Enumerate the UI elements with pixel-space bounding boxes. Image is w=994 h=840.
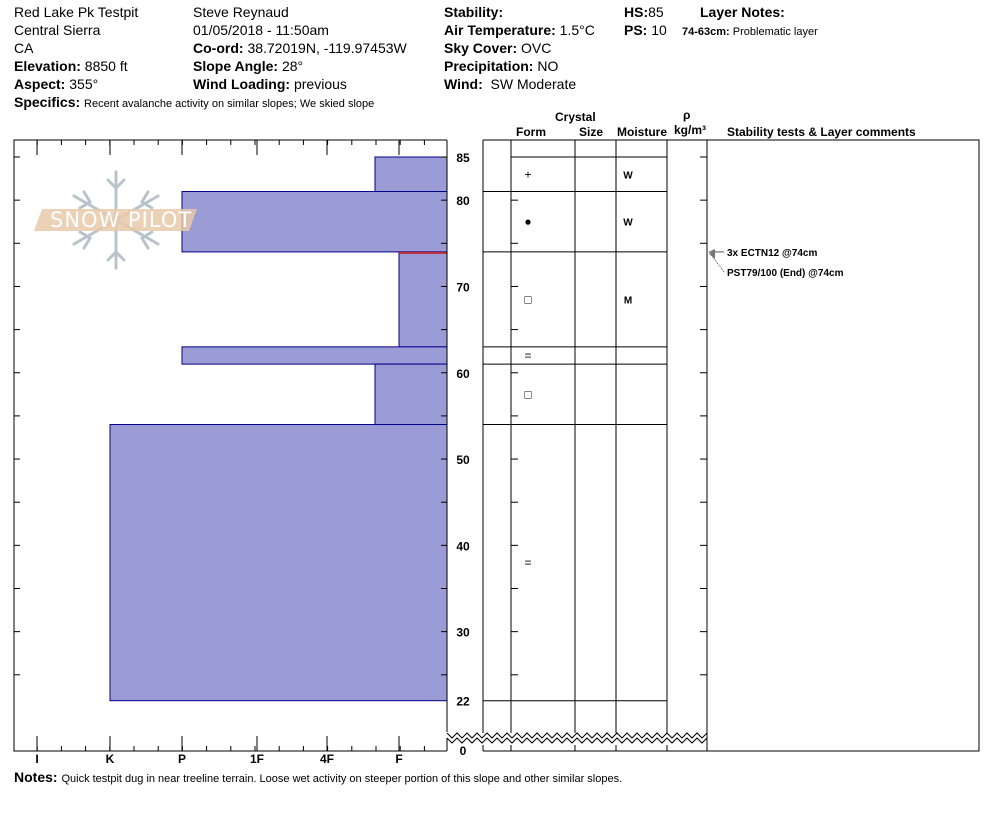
hs-label: HS: <box>624 4 649 20</box>
hardness-label-1F: 1F <box>250 752 264 766</box>
header-crystal: Crystal <box>555 110 596 124</box>
hardness-label-I: I <box>35 752 38 766</box>
hardness-bar <box>181 191 448 253</box>
hs-value: 85 <box>648 4 664 20</box>
sky-value: OVC <box>521 40 552 56</box>
coord-value: 38.72019N, -119.97453W <box>247 40 407 56</box>
pit-name: Red Lake Pk Testpit <box>14 4 139 20</box>
elevation-label: Elevation: <box>14 58 81 74</box>
hardness-bar <box>374 363 448 426</box>
hardness-label-F: F <box>395 752 402 766</box>
wind-loading-label: Wind Loading: <box>193 76 291 92</box>
stability: Stability: <box>444 3 503 21</box>
slope-label: Slope Angle: <box>193 58 279 74</box>
depth-label-70: 70 <box>456 280 470 294</box>
slope-angle: Slope Angle: 28° <box>193 57 303 75</box>
sky-cover: Sky Cover: OVC <box>444 39 551 57</box>
axis-break-zigzag <box>446 732 708 739</box>
coord-label: Co-ord: <box>193 40 244 56</box>
stability-test-result: PST79/100 (End) @74cm <box>727 268 844 279</box>
hardness-bar <box>109 424 448 702</box>
layer-note: 74-63cm: Problematic layer <box>682 23 818 41</box>
specifics-label: Specifics: <box>14 94 81 110</box>
crystal-form-symbol: ● <box>524 215 531 229</box>
air-temp-value: 1.5°C <box>559 22 595 38</box>
depth-label-50: 50 <box>456 453 470 467</box>
hardness-bar <box>181 346 448 365</box>
sky-label: Sky Cover: <box>444 40 518 56</box>
stability-test-result: 3x ECTN12 @74cm <box>727 248 817 259</box>
crystal-form-symbol: □ <box>524 387 531 401</box>
notes-text: Quick testpit dug in near treeline terra… <box>61 773 623 785</box>
notes-label: Notes: <box>14 769 58 785</box>
ps: PS: 10 <box>624 21 667 39</box>
crystal-form-symbol: = <box>524 348 531 362</box>
aspect: Aspect: 355° <box>14 75 98 93</box>
hardness-label-P: P <box>178 752 186 766</box>
header-density-unit: kg/m³ <box>674 123 707 137</box>
wind: Wind: SW Moderate <box>444 75 576 93</box>
depth-label-40: 40 <box>456 539 470 553</box>
crystal-form-symbol: + <box>524 167 531 181</box>
layer-note-text: Problematic layer <box>732 26 818 38</box>
precipitation: Precipitation: NO <box>444 57 558 75</box>
hardness-bar <box>374 156 448 193</box>
hardness-label-4F: 4F <box>320 752 334 766</box>
header-form: Form <box>516 125 546 139</box>
precip-label: Precipitation: <box>444 58 534 74</box>
moisture-value: W <box>623 170 633 181</box>
depth-label-0: 0 <box>460 744 467 758</box>
crystal-form-symbol: = <box>524 556 531 570</box>
wind-loading: Wind Loading: previous <box>193 75 347 93</box>
hs: HS:85 <box>624 3 664 21</box>
range: Central Sierra <box>14 22 101 38</box>
aspect-label: Aspect: <box>14 76 66 92</box>
slope-value: 28° <box>281 58 304 74</box>
crystal-form-symbol: □ <box>524 292 531 306</box>
depth-label-80: 80 <box>456 194 470 208</box>
stability-label: Stability: <box>444 4 504 20</box>
depth-label-22: 22 <box>456 695 470 709</box>
moisture-value: W <box>623 218 633 229</box>
logo-text: SNOW PILOT <box>50 208 193 232</box>
state: CA <box>14 40 34 56</box>
arrow-head-icon <box>709 250 715 259</box>
precip-value: NO <box>537 58 559 74</box>
aspect-value: 355° <box>69 76 99 92</box>
snowpilot-logo: SNOW PILOT <box>33 170 198 270</box>
axis-break-zigzag <box>446 737 708 744</box>
moisture-value: M <box>624 295 632 306</box>
air-temp: Air Temperature: 1.5°C <box>444 21 595 39</box>
depth-label-30: 30 <box>456 626 470 640</box>
hardness-bar <box>398 251 448 348</box>
datetime: 01/05/2018 - 11:50am <box>193 22 329 38</box>
header-stability-tests: Stability tests & Layer comments <box>727 125 916 139</box>
notes: Notes: Quick testpit dug in near treelin… <box>14 768 622 788</box>
specifics-text: Recent avalanche activity on similar slo… <box>84 98 375 110</box>
header-size: Size <box>579 125 604 139</box>
layer-note-range: 74-63cm: <box>682 26 730 38</box>
ps-label: PS: <box>624 22 648 38</box>
air-temp-label: Air Temperature: <box>444 22 556 38</box>
layer-notes-label: Layer Notes: <box>700 3 785 21</box>
stability-comments-column <box>706 139 980 752</box>
ps-value: 10 <box>651 22 667 38</box>
hardness-label-K: K <box>106 752 115 766</box>
wind-value: SW Moderate <box>490 76 577 92</box>
layer-notes-heading: Layer Notes: <box>700 4 785 20</box>
elevation-value: 8850 ft <box>84 58 128 74</box>
elevation: Elevation: 8850 ft <box>14 57 128 75</box>
header-moisture: Moisture <box>617 125 668 139</box>
observer: Steve Reynaud <box>193 4 289 20</box>
depth-label-60: 60 <box>456 367 470 381</box>
header-rho: ρ <box>683 108 691 122</box>
wind-loading-value: previous <box>293 76 347 92</box>
depth-label-85: 85 <box>456 151 470 165</box>
specifics: Specifics: Recent avalanche activity on … <box>14 93 374 113</box>
coord: Co-ord: 38.72019N, -119.97453W <box>193 39 407 57</box>
wind-label: Wind: <box>444 76 483 92</box>
